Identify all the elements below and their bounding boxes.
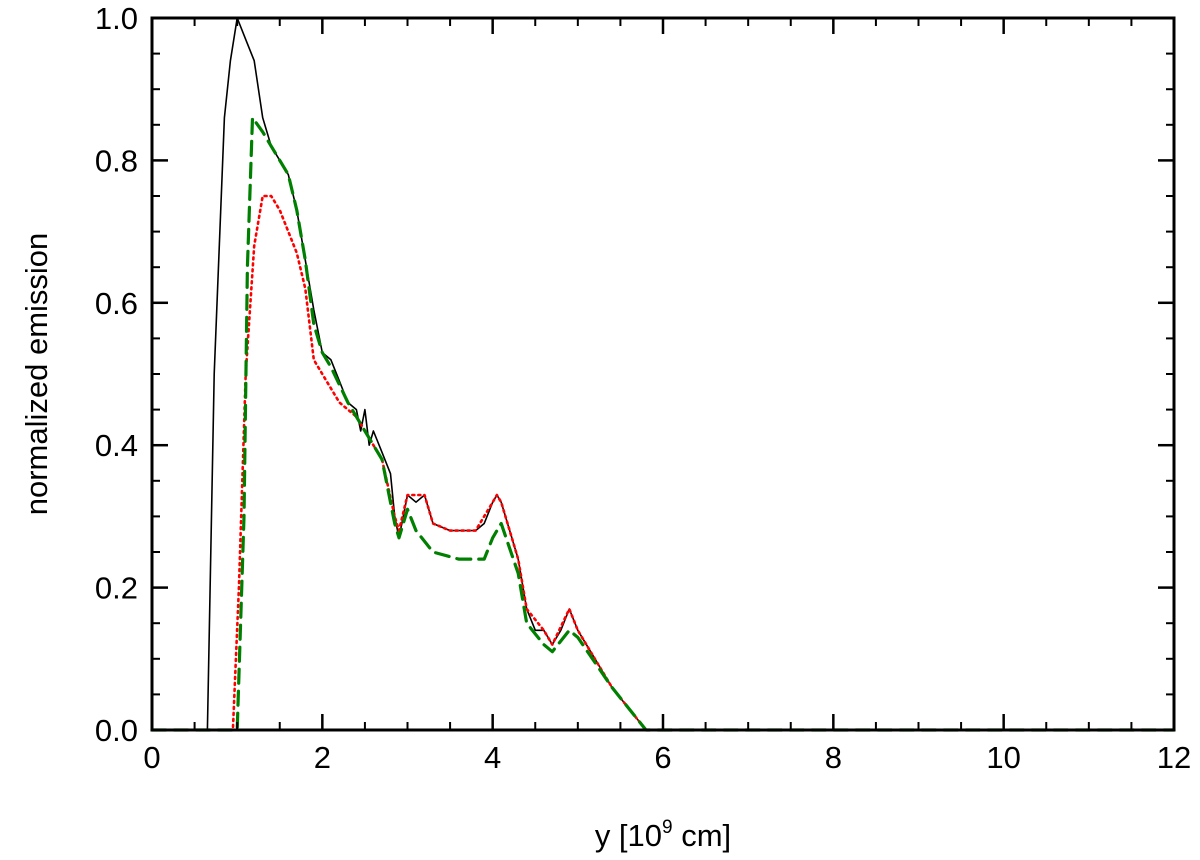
- series-layer: [150, 17, 1176, 732]
- ticks-layer: [150, 16, 1176, 732]
- y-tick-label: 0.0: [95, 713, 138, 748]
- tick-labels: 0 2 4 6 8 10 12 0.0 0.2 0.4 0.6 0.8 1.0: [95, 1, 1191, 775]
- x-axis-label: y [109 cm]: [595, 817, 731, 853]
- y-tick-label: 0.4: [95, 428, 138, 463]
- x-tick-label: 8: [825, 740, 842, 775]
- x-tick-label: 12: [1157, 740, 1191, 775]
- plot-frame: [150, 16, 1176, 732]
- y-tick-label: 0.2: [95, 571, 138, 606]
- x-tick-label: 4: [484, 740, 501, 775]
- x-tick-label: 10: [986, 740, 1020, 775]
- y-tick-label: 0.8: [95, 143, 138, 178]
- x-tick-label: 2: [314, 740, 331, 775]
- series-line-dashed: [150, 116, 1176, 732]
- series-line-solid: [151, 17, 1175, 731]
- y-tick-label: 1.0: [95, 1, 138, 36]
- y-tick-label: 0.6: [95, 286, 138, 321]
- x-tick-label: 0: [143, 740, 160, 775]
- y-axis-label: normalized emission: [19, 233, 54, 516]
- x-tick-label: 6: [654, 740, 671, 775]
- series-line-dotted: [150, 194, 1176, 732]
